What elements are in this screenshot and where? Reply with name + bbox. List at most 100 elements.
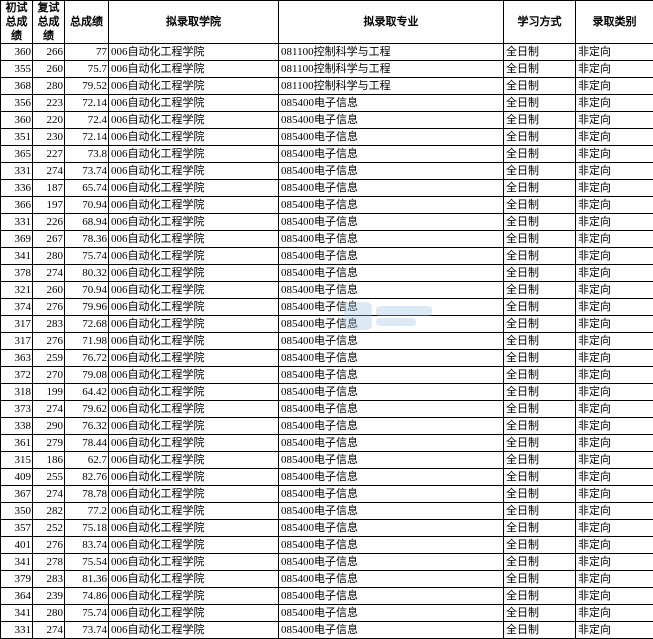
table-row: 36619770.94006自动化工程学院085400电子信息全日制非定向 — [1, 197, 653, 214]
table-cell: 331 — [1, 163, 33, 180]
table-cell: 230 — [33, 129, 65, 146]
table-row: 36926778.36006自动化工程学院085400电子信息全日制非定向 — [1, 231, 653, 248]
table-cell: 非定向 — [576, 44, 653, 61]
table-cell: 006自动化工程学院 — [109, 418, 279, 435]
table-cell: 75.74 — [65, 248, 109, 265]
table-cell: 085400电子信息 — [279, 571, 504, 588]
table-cell: 非定向 — [576, 418, 653, 435]
table-cell: 270 — [33, 367, 65, 384]
table-cell: 378 — [1, 265, 33, 282]
table-cell: 全日制 — [504, 503, 576, 520]
table-cell: 372 — [1, 367, 33, 384]
table-cell: 331 — [1, 622, 33, 639]
table-cell: 085400电子信息 — [279, 435, 504, 452]
table-cell: 085400电子信息 — [279, 401, 504, 418]
table-cell: 006自动化工程学院 — [109, 605, 279, 622]
table-cell: 全日制 — [504, 146, 576, 163]
table-cell: 全日制 — [504, 197, 576, 214]
table-cell: 79.08 — [65, 367, 109, 384]
table-cell: 338 — [1, 418, 33, 435]
table-cell: 401 — [1, 537, 33, 554]
table-cell: 006自动化工程学院 — [109, 265, 279, 282]
table-cell: 227 — [33, 146, 65, 163]
table-cell: 085400电子信息 — [279, 180, 504, 197]
col-header-reexam: 复试总成绩 — [33, 1, 65, 44]
table-cell: 非定向 — [576, 554, 653, 571]
table-cell: 350 — [1, 503, 33, 520]
table-cell: 006自动化工程学院 — [109, 350, 279, 367]
table-cell: 79.52 — [65, 78, 109, 95]
table-cell: 全日制 — [504, 214, 576, 231]
table-cell: 199 — [33, 384, 65, 401]
table-cell: 非定向 — [576, 350, 653, 367]
table-row: 33618765.74006自动化工程学院085400电子信息全日制非定向 — [1, 180, 653, 197]
table-cell: 085400电子信息 — [279, 112, 504, 129]
table-cell: 72.14 — [65, 129, 109, 146]
table-cell: 351 — [1, 129, 33, 146]
table-cell: 085400电子信息 — [279, 520, 504, 537]
table-row: 36522773.8006自动化工程学院085400电子信息全日制非定向 — [1, 146, 653, 163]
table-row: 36127978.44006自动化工程学院085400电子信息全日制非定向 — [1, 435, 653, 452]
table-cell: 283 — [33, 316, 65, 333]
table-cell: 全日制 — [504, 112, 576, 129]
table-cell: 全日制 — [504, 61, 576, 78]
table-cell: 260 — [33, 61, 65, 78]
table-cell: 006自动化工程学院 — [109, 163, 279, 180]
table-cell: 006自动化工程学院 — [109, 282, 279, 299]
table-cell: 全日制 — [504, 180, 576, 197]
table-cell: 78.44 — [65, 435, 109, 452]
table-cell: 78.78 — [65, 486, 109, 503]
table-cell: 081100控制科学与工程 — [279, 44, 504, 61]
table-cell: 全日制 — [504, 333, 576, 350]
col-header-mode: 学习方式 — [504, 1, 576, 44]
table-cell: 72.14 — [65, 95, 109, 112]
table-cell: 全日制 — [504, 537, 576, 554]
table-cell: 全日制 — [504, 350, 576, 367]
table-cell: 78.36 — [65, 231, 109, 248]
table-row: 34128075.74006自动化工程学院085400电子信息全日制非定向 — [1, 248, 653, 265]
table-cell: 081100控制科学与工程 — [279, 78, 504, 95]
table-row: 37827480.32006自动化工程学院085400电子信息全日制非定向 — [1, 265, 653, 282]
table-cell: 非定向 — [576, 367, 653, 384]
table-cell: 085400电子信息 — [279, 231, 504, 248]
table-cell: 315 — [1, 452, 33, 469]
table-cell: 318 — [1, 384, 33, 401]
table-cell: 239 — [33, 588, 65, 605]
table-cell: 276 — [33, 333, 65, 350]
table-cell: 79.96 — [65, 299, 109, 316]
table-cell: 369 — [1, 231, 33, 248]
table-cell: 283 — [33, 571, 65, 588]
table-cell: 085400电子信息 — [279, 452, 504, 469]
table-cell: 非定向 — [576, 197, 653, 214]
table-cell: 317 — [1, 333, 33, 350]
table-cell: 373 — [1, 401, 33, 418]
table-cell: 085400电子信息 — [279, 469, 504, 486]
table-cell: 全日制 — [504, 282, 576, 299]
table-cell: 085400电子信息 — [279, 367, 504, 384]
table-cell: 006自动化工程学院 — [109, 248, 279, 265]
admission-table: 初试总成绩 复试总成绩 总成绩 拟录取学院 拟录取专业 学习方式 录取类别 36… — [0, 0, 653, 639]
table-cell: 341 — [1, 605, 33, 622]
table-cell: 006自动化工程学院 — [109, 622, 279, 639]
table-cell: 非定向 — [576, 78, 653, 95]
table-cell: 62.7 — [65, 452, 109, 469]
table-cell: 非定向 — [576, 486, 653, 503]
col-header-total: 总成绩 — [65, 1, 109, 44]
table-row: 31819964.42006自动化工程学院085400电子信息全日制非定向 — [1, 384, 653, 401]
table-cell: 非定向 — [576, 146, 653, 163]
table-cell: 非定向 — [576, 452, 653, 469]
table-row: 36727478.78006自动化工程学院085400电子信息全日制非定向 — [1, 486, 653, 503]
table-row: 40127683.74006自动化工程学院085400电子信息全日制非定向 — [1, 537, 653, 554]
table-cell: 非定向 — [576, 503, 653, 520]
table-row: 34128075.74006自动化工程学院085400电子信息全日制非定向 — [1, 605, 653, 622]
table-cell: 全日制 — [504, 248, 576, 265]
table-cell: 006自动化工程学院 — [109, 554, 279, 571]
table-cell: 364 — [1, 588, 33, 605]
table-row: 37928381.36006自动化工程学院085400电子信息全日制非定向 — [1, 571, 653, 588]
table-cell: 331 — [1, 214, 33, 231]
table-cell: 全日制 — [504, 605, 576, 622]
table-cell: 361 — [1, 435, 33, 452]
table-cell: 360 — [1, 112, 33, 129]
table-cell: 341 — [1, 248, 33, 265]
table-cell: 368 — [1, 78, 33, 95]
